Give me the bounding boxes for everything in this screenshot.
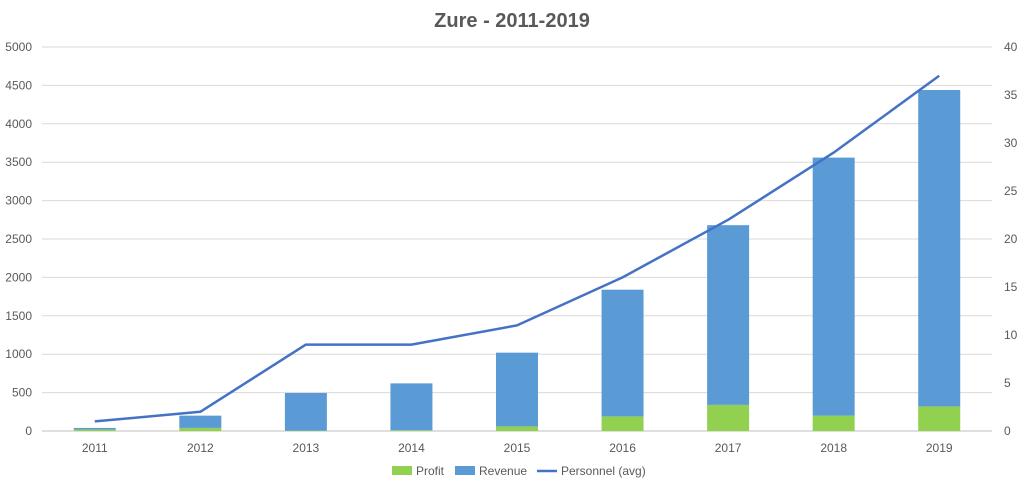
personnel-line-layer	[94, 74, 940, 423]
bar-profit-2018	[812, 415, 855, 431]
x-tick-label: 2018	[820, 441, 847, 455]
x-tick-label: 2014	[398, 441, 425, 455]
x-tick-label: 2016	[609, 441, 636, 455]
left-tick-label: 2500	[5, 232, 32, 246]
bar-revenue-2017	[707, 225, 750, 405]
right-tick-label: 0	[1004, 424, 1011, 438]
legend-swatch-profit	[392, 466, 412, 475]
left-tick-label: 500	[12, 386, 32, 400]
bar-profit-2016	[601, 416, 644, 431]
left-tick-label: 4000	[5, 117, 32, 131]
x-axis-ticks: 2011 2012 2013 2014 2015 2016 2017 2018 2019	[82, 441, 953, 455]
bar-revenue-2012	[179, 415, 222, 428]
bar-revenue-2014	[390, 383, 433, 431]
right-tick-label: 25	[1004, 184, 1018, 198]
legend-label-revenue: Revenue	[479, 464, 527, 478]
bar-profit-2012	[179, 427, 222, 431]
x-tick-label: 2012	[187, 441, 214, 455]
left-tick-label: 5000	[5, 40, 32, 54]
legend: Profit Revenue Personnel (avg)	[392, 464, 646, 478]
left-tick-label: 1500	[5, 309, 32, 323]
x-tick-label: 2017	[715, 441, 742, 455]
right-tick-label: 30	[1004, 136, 1018, 150]
x-tick-label: 2015	[504, 441, 531, 455]
bar-revenue-2013	[284, 392, 327, 431]
legend-label-profit: Profit	[416, 464, 445, 478]
left-tick-label: 3500	[5, 155, 32, 169]
right-tick-label: 5	[1004, 376, 1011, 390]
x-tick-label: 2013	[293, 441, 320, 455]
bar-revenue-2011	[73, 427, 116, 430]
right-tick-label: 15	[1004, 280, 1018, 294]
x-tick-label: 2011	[82, 441, 108, 455]
left-tick-label: 2000	[5, 270, 32, 284]
bar-profit-2019	[918, 406, 961, 431]
bars	[73, 90, 961, 431]
bar-profit-2015	[496, 426, 538, 431]
bar-revenue-2015	[496, 352, 538, 427]
x-tick-label: 2019	[926, 441, 953, 455]
right-tick-label: 20	[1004, 232, 1018, 246]
bar-revenue-2018	[812, 157, 855, 416]
bar-revenue-2016	[601, 289, 644, 417]
bar-profit-2014	[390, 430, 433, 431]
left-tick-label: 1000	[5, 347, 32, 361]
right-tick-label: 40	[1004, 40, 1018, 54]
chart-title: Zure - 2011-2019	[434, 10, 590, 32]
legend-label-personnel-avg-: Personnel (avg)	[561, 464, 646, 478]
right-tick-label: 10	[1004, 328, 1018, 342]
left-tick-label: 4500	[5, 78, 32, 92]
right-axis-ticks: 0 5 10 15 20 25 30 35 40	[1004, 40, 1018, 438]
gridlines	[42, 46, 992, 432]
left-tick-label: 3000	[5, 194, 32, 208]
right-tick-label: 35	[1004, 88, 1018, 102]
bar-revenue-2019	[918, 90, 961, 407]
left-tick-label: 0	[25, 424, 32, 438]
bar-profit-2017	[707, 404, 750, 431]
legend-swatch-revenue	[455, 466, 475, 475]
bar-profit-2011	[73, 429, 116, 431]
left-axis-ticks: 0 500 1000 1500 2000 2500 3000 3500 4000 4500 5000	[5, 40, 32, 438]
